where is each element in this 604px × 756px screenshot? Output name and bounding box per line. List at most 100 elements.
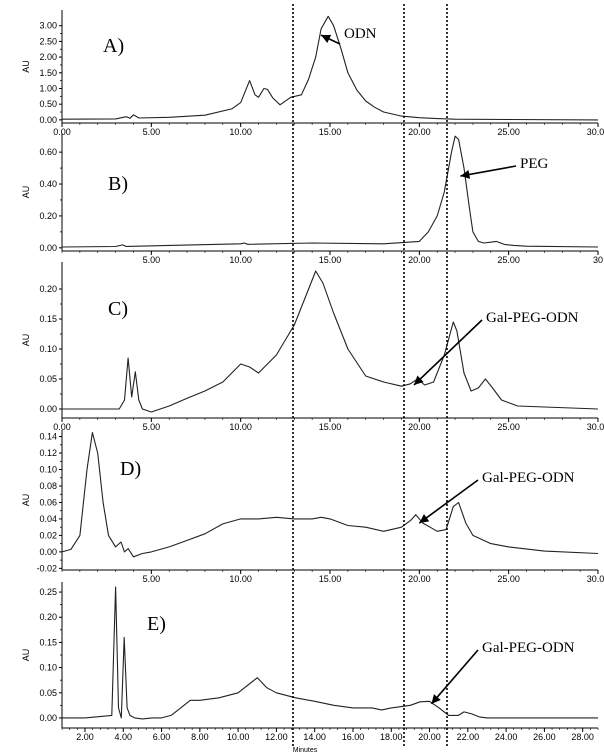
chromatogram-panels: 0.00 0.50 1.00 1.50 2.00 2.50 3.00 0.00 5.00 10.0… (21, 10, 604, 742)
panel-label: D) (120, 458, 141, 480)
y-tick-label: 0.04 (39, 514, 57, 524)
chromatogram-trace (61, 431, 599, 558)
y-axis-title: AU (21, 60, 31, 73)
chromatogram-trace (62, 270, 599, 413)
x-tick-label: 30.00 (587, 422, 604, 432)
chromatogram-trace (61, 15, 599, 121)
x-tick-label: 15.00 (319, 574, 342, 584)
x-tick-label: 28.00 (571, 732, 594, 742)
y-tick-label: 0.40 (39, 179, 57, 189)
x-tick-label: 12.00 (265, 732, 288, 742)
annotation-arrow (413, 319, 483, 386)
x-tick-label: 10.00 (229, 255, 252, 265)
y-tick-label: 0.50 (39, 99, 57, 109)
annotation-arrowhead (321, 34, 332, 44)
annotation-arrow (418, 479, 479, 524)
x-tick-label: 5.00 (143, 574, 161, 584)
y-tick-label: 0.00 (39, 404, 57, 414)
panel-label: B) (108, 173, 128, 195)
x-tick-label: 20.00 (408, 127, 431, 137)
annotation-arrowhead (431, 694, 441, 704)
y-axis-title: AU (21, 494, 31, 507)
x-tick-label: 15.00 (319, 255, 342, 265)
x-tick-label: 15.00 (319, 422, 342, 432)
annotation-label: Gal-PEG-ODN (482, 470, 575, 486)
x-tick-label: 18.00 (380, 732, 403, 742)
x-tick-label: 25.00 (497, 422, 520, 432)
x-tick-label: 4.00 (114, 732, 132, 742)
x-tick-label: 30.00 (587, 574, 604, 584)
x-tick-label: 24.00 (495, 732, 518, 742)
reference-dotted-lines (292, 4, 448, 748)
annotation-arrow (460, 165, 517, 177)
y-tick-label: 0.15 (39, 637, 57, 647)
y-axis-title: AU (21, 186, 31, 199)
y-tick-label: -0.02 (36, 563, 57, 573)
y-tick-label: 2.00 (39, 52, 57, 62)
x-tick-label: 16.00 (342, 732, 365, 742)
x-tick-label: 10.00 (227, 732, 250, 742)
annotation-label: ODN (344, 26, 377, 42)
annotation-arrow (430, 649, 479, 705)
y-tick-label: 0.15 (39, 314, 57, 324)
y-tick-label: 0.02 (39, 530, 57, 540)
y-tick-label: 0.14 (39, 432, 57, 442)
panel-d: -0.02 0.00 0.02 0.04 0.06 0.08 0.10 0.12 0.14 5.0… (21, 430, 604, 584)
annotation-arrowhead (460, 170, 471, 179)
x-tick-label: 30.00 (587, 127, 604, 137)
x-tick-label: 20.00 (408, 255, 431, 265)
x-tick-label: 25.00 (497, 127, 520, 137)
y-tick-label: 0.00 (39, 547, 57, 557)
x-tick-label: 15.00 (319, 127, 342, 137)
x-tick-label: 8.00 (191, 732, 209, 742)
x-tick-label: 30 (593, 255, 603, 265)
x-tick-label: 20.00 (418, 732, 441, 742)
panel-b: 0.00 0.20 0.40 0.60 5.00 10.00 15.00 20.00 25.00… (21, 133, 603, 265)
x-tick-label: 2.00 (76, 732, 94, 742)
y-tick-label: 0.00 (39, 243, 57, 253)
x-tick-label: 26.00 (533, 732, 556, 742)
x-tick-label: 10.00 (229, 127, 252, 137)
y-tick-label: 0.00 (39, 713, 57, 723)
y-tick-label: 3.00 (39, 21, 57, 31)
x-tick-label: 0.00 (53, 127, 71, 137)
panel-label: A) (103, 35, 124, 57)
y-tick-label: 0.06 (39, 497, 57, 507)
panel-e: 0.00 0.05 0.10 0.15 0.20 0.25 2.00 4.00 6.00 8.00… (21, 582, 599, 742)
panel-label: E) (147, 613, 166, 635)
chromatogram-trace (62, 586, 598, 720)
chromatogram-trace (61, 135, 599, 248)
x-tick-label: 22.00 (457, 732, 480, 742)
y-axis-title: AU (21, 649, 31, 662)
y-tick-label: 0.60 (39, 147, 57, 157)
y-tick-label: 0.10 (39, 344, 57, 354)
y-axis-title: AU (21, 334, 31, 347)
y-tick-label: 0.20 (39, 284, 57, 294)
x-tick-label: 14.00 (303, 732, 326, 742)
y-tick-label: 0.08 (39, 481, 57, 491)
annotation-arrowhead (419, 514, 430, 524)
y-tick-label: 0.00 (39, 115, 57, 125)
x-tick-label: 10.00 (229, 422, 252, 432)
y-tick-label: 0.12 (39, 448, 57, 458)
x-tick-label: 10.00 (229, 574, 252, 584)
y-tick-label: 1.50 (39, 68, 57, 78)
y-tick-label: 2.50 (39, 36, 57, 46)
x-tick-label: 5.00 (143, 255, 161, 265)
annotation-label: PEG (520, 156, 549, 172)
x-tick-label: 25.00 (497, 255, 520, 265)
panel-label: C) (108, 298, 128, 320)
panel-a: 0.00 0.50 1.00 1.50 2.00 2.50 3.00 0.00 5.00 10.0… (21, 10, 604, 137)
x-tick-label: 20.00 (408, 422, 431, 432)
panel-c: 0.00 0.05 0.10 0.15 0.20 0.00 5.00 10.00 15.00 20… (21, 262, 604, 432)
x-tick-label: 20.00 (408, 574, 431, 584)
x-tick-label: 5.00 (143, 127, 161, 137)
x-tick-label: 25.00 (497, 574, 520, 584)
y-tick-label: 0.10 (39, 465, 57, 475)
x-tick-label: 6.00 (153, 732, 171, 742)
y-tick-label: 0.20 (39, 211, 57, 221)
y-tick-label: 1.00 (39, 83, 57, 93)
x-axis-title: Minutes (293, 747, 318, 754)
y-tick-label: 0.10 (39, 663, 57, 673)
